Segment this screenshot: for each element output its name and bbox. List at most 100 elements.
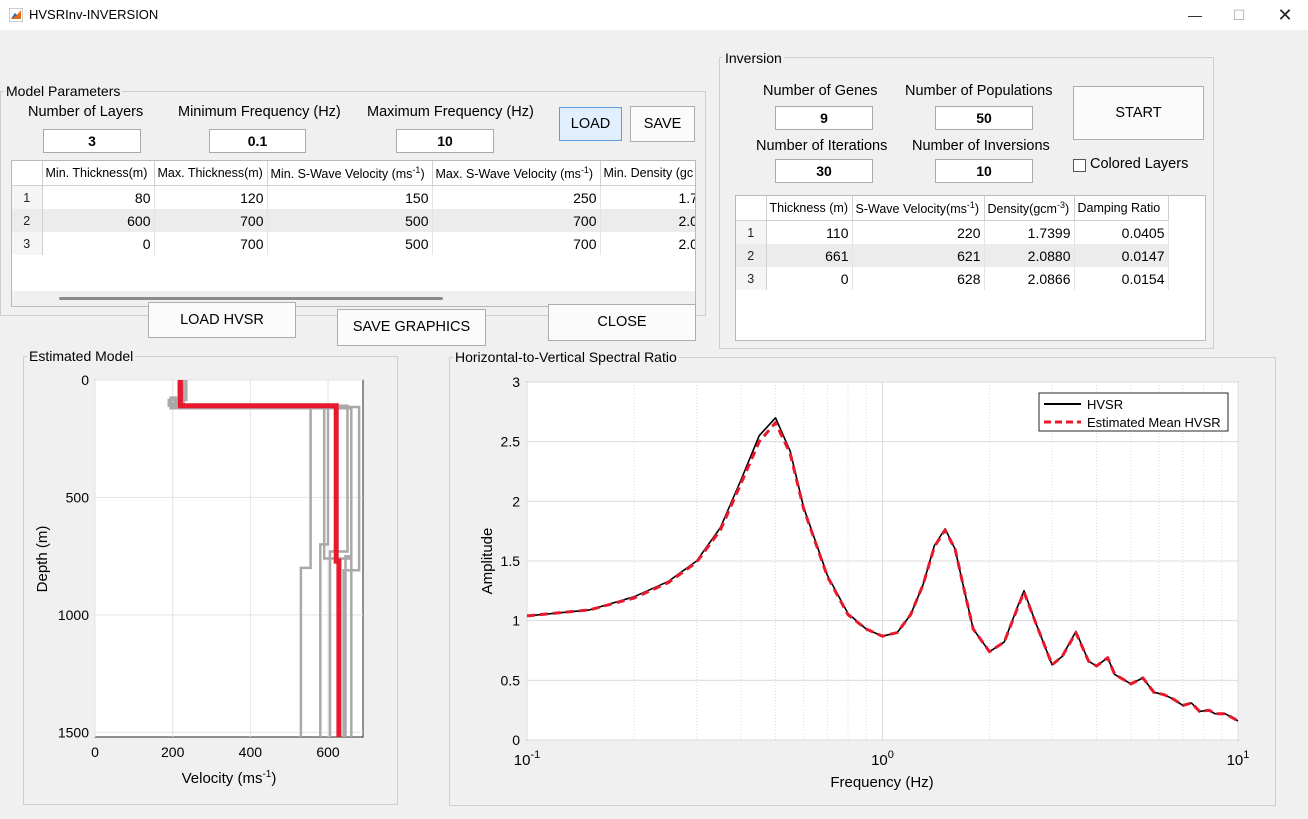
- table-header-row: Thickness (m) S-Wave Velocity(ms-1) Dens…: [736, 196, 1169, 221]
- table-row: 3 0 628 2.0866 0.0154: [736, 267, 1169, 290]
- column-header[interactable]: Max. S-Wave Velocity (ms-1): [432, 161, 601, 186]
- y-tick-label: 2: [512, 493, 520, 509]
- grid-lines: [526, 381, 1239, 741]
- table-cell[interactable]: 2.0866: [984, 267, 1075, 290]
- load-hvsr-button[interactable]: LOAD HVSR: [148, 302, 296, 338]
- table-row: 1 80 120 150 250 1.7: [12, 185, 695, 209]
- column-header[interactable]: Min. Density (gc: [600, 161, 695, 186]
- estimated-model-panel: [23, 356, 398, 805]
- table-cell[interactable]: 1.7399: [984, 220, 1075, 244]
- window-title: HVSRInv-INVERSION: [29, 7, 159, 22]
- number-of-genes-field[interactable]: 9: [775, 106, 873, 130]
- number-of-layers-field[interactable]: 3: [43, 129, 141, 153]
- table-cell[interactable]: 0.0154: [1074, 267, 1169, 290]
- axis-ticks: 10-1 100 101 0 0.5 1 1.5 2 2.5 3: [501, 374, 1250, 769]
- table-cell[interactable]: 700: [154, 209, 268, 232]
- table-cell[interactable]: 700: [432, 209, 601, 232]
- table-row: 2 661 621 2.0880 0.0147: [736, 244, 1169, 267]
- save-button[interactable]: SAVE: [630, 106, 695, 142]
- number-of-inversions-field[interactable]: 10: [935, 159, 1033, 183]
- table-cell[interactable]: 621: [852, 244, 985, 267]
- velocity-profiles: [167, 380, 361, 737]
- x-tick-label: 400: [239, 744, 263, 760]
- start-button[interactable]: START: [1073, 86, 1204, 140]
- number-of-populations-field[interactable]: 50: [935, 106, 1033, 130]
- table-cell[interactable]: 250: [432, 185, 601, 209]
- x-tick-label: 10-1: [514, 749, 540, 769]
- column-header[interactable]: Max. Thickness(m): [154, 161, 268, 186]
- colored-layers-checkbox[interactable]: [1073, 159, 1086, 172]
- y-tick-label: 1000: [58, 607, 89, 623]
- table-cell[interactable]: 80: [42, 185, 155, 209]
- table-cell[interactable]: 600: [42, 209, 155, 232]
- table-cell[interactable]: 220: [852, 220, 985, 244]
- y-tick-label: 500: [66, 489, 90, 505]
- min-frequency-field[interactable]: 0.1: [209, 129, 306, 153]
- matlab-icon: [9, 8, 23, 22]
- y-tick-label: 3: [512, 374, 520, 390]
- model-parameters-table[interactable]: Min. Thickness(m) Max. Thickness(m) Min.…: [11, 160, 696, 307]
- number-of-layers-label: Number of Layers: [28, 104, 144, 120]
- min-frequency-label: Minimum Frequency (Hz): [178, 104, 341, 120]
- minimize-icon[interactable]: —: [1188, 7, 1202, 23]
- horizontal-scrollbar-thumb[interactable]: [59, 297, 443, 300]
- y-tick-label: 0: [512, 732, 520, 748]
- max-frequency-field[interactable]: 10: [396, 129, 494, 153]
- number-of-iterations-label: Number of Iterations: [756, 138, 888, 154]
- number-of-populations-label: Number of Populations: [905, 83, 1053, 99]
- row-number: 1: [12, 185, 43, 209]
- column-header[interactable]: Min. Thickness(m): [42, 161, 155, 186]
- table-cell[interactable]: 0.0405: [1074, 220, 1169, 244]
- close-icon[interactable]: ✕: [1277, 5, 1293, 25]
- table-cell[interactable]: 0.0147: [1074, 244, 1169, 267]
- close-button[interactable]: CLOSE: [548, 304, 696, 341]
- table-cell[interactable]: 2.0880: [984, 244, 1075, 267]
- y-tick-label: 1: [512, 613, 520, 629]
- model-parameters-title: Model Parameters: [4, 83, 123, 99]
- table-cell[interactable]: 2.0: [600, 232, 695, 255]
- maximize-icon[interactable]: ☐: [1232, 7, 1246, 23]
- best-model-line: [177, 380, 342, 737]
- column-header[interactable]: Min. S-Wave Velocity (ms-1): [267, 161, 433, 186]
- column-header[interactable]: Thickness (m): [766, 196, 853, 221]
- row-number: 2: [736, 244, 767, 267]
- table-cell[interactable]: 150: [267, 185, 433, 209]
- table-cell[interactable]: 700: [432, 232, 601, 255]
- max-frequency-label: Maximum Frequency (Hz): [367, 104, 534, 120]
- table-cell[interactable]: 628: [852, 267, 985, 290]
- legend: HVSR Estimated Mean HVSR: [1038, 392, 1229, 432]
- table-cell[interactable]: 500: [267, 232, 433, 255]
- y-tick-label: 0.5: [501, 672, 521, 688]
- load-button[interactable]: LOAD: [559, 107, 622, 141]
- table-cell[interactable]: 120: [154, 185, 268, 209]
- hvsr-curves: [526, 416, 1239, 723]
- table-cell[interactable]: 661: [766, 244, 853, 267]
- title-bar: HVSRInv-INVERSION — ☐ ✕: [0, 0, 1308, 30]
- inversion-title: Inversion: [723, 50, 784, 66]
- table-cell[interactable]: 500: [267, 209, 433, 232]
- table-cell[interactable]: 1.7: [600, 185, 695, 209]
- table-row: 3 0 700 500 700 2.0: [12, 232, 695, 255]
- y-tick-label: 0: [81, 372, 89, 388]
- save-graphics-button[interactable]: SAVE GRAPHICS: [337, 309, 486, 346]
- inversion-results-table[interactable]: Thickness (m) S-Wave Velocity(ms-1) Dens…: [735, 195, 1206, 341]
- hvsr-chart: 10-1 100 101 0 0.5 1 1.5 2 2.5 3 HVSR Estimated M…: [479, 374, 1250, 791]
- y-axis-label: Depth (m): [34, 526, 51, 593]
- axis-ticks: 0 200 400 600 0 500 1000 1500: [58, 372, 340, 760]
- table-cell[interactable]: 2.0: [600, 209, 695, 232]
- colored-layers-label: Colored Layers: [1090, 156, 1189, 172]
- x-tick-label: 600: [316, 744, 340, 760]
- table-cell[interactable]: 0: [42, 232, 155, 255]
- number-of-iterations-field[interactable]: 30: [775, 159, 873, 183]
- x-axis-label: Velocity (ms-1): [182, 769, 277, 787]
- column-header[interactable]: S-Wave Velocity(ms-1): [852, 196, 985, 221]
- column-header[interactable]: Density(gcm-3): [984, 196, 1075, 221]
- table-cell[interactable]: 700: [154, 232, 268, 255]
- inversion-panel: [719, 57, 1214, 349]
- table-row: 1 110 220 1.7399 0.0405: [736, 220, 1169, 244]
- corner-cell: [736, 196, 767, 221]
- table-cell[interactable]: 110: [766, 220, 853, 244]
- legend-box: [1038, 392, 1229, 432]
- column-header[interactable]: Damping Ratio: [1074, 196, 1169, 221]
- table-cell[interactable]: 0: [766, 267, 853, 290]
